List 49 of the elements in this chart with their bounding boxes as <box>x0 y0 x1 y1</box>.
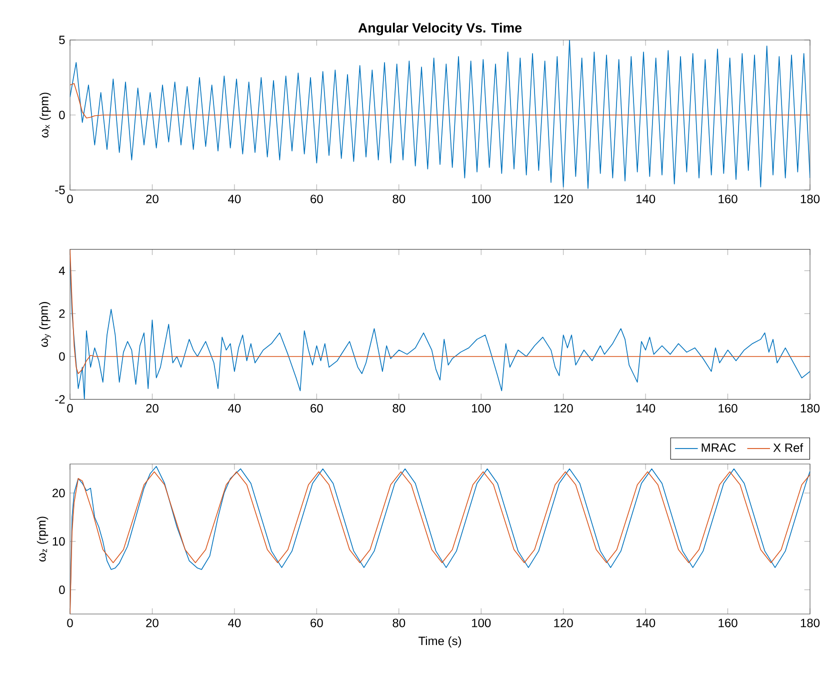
x-tick-label: 120 <box>554 618 573 628</box>
x-tick-label: 20 <box>146 194 158 204</box>
legend-label: MRAC <box>702 443 736 452</box>
x-tick-label: 160 <box>718 194 738 204</box>
x-tick-label: 40 <box>228 618 241 628</box>
x-tick-label: 80 <box>392 618 406 628</box>
x-tick-label: 40 <box>228 404 241 413</box>
x-tick-label: 160 <box>718 618 738 628</box>
x-tick-label: 40 <box>228 194 241 204</box>
y-tick-label: 10 <box>52 537 65 546</box>
x-tick-label: 160 <box>718 404 738 413</box>
x-tick-label: 0 <box>67 618 73 628</box>
x-tick-label: 60 <box>310 404 323 413</box>
y-tick-label: 20 <box>52 488 65 498</box>
y-axis-title: ω$_{y}$ (rpm) <box>39 302 51 347</box>
x-tick-label: 100 <box>472 194 491 204</box>
y-tick-label: 4 <box>58 266 65 275</box>
x-tick-label: 60 <box>310 618 323 628</box>
y-tick-label: -5 <box>55 186 65 194</box>
x-tick-label: 80 <box>392 194 406 204</box>
x-axis-title: Time (s) <box>418 636 462 648</box>
x-tick-label: 0 <box>67 404 73 413</box>
x-tick-label: 20 <box>146 404 158 413</box>
y-tick-label: 5 <box>59 36 65 44</box>
x-tick-label: 60 <box>310 194 323 204</box>
y-axis-title: ω$_{x}$ (rpm) <box>40 92 51 138</box>
line-series <box>70 40 810 189</box>
x-tick-label: 180 <box>800 618 820 628</box>
x-tick-label: 120 <box>554 404 573 413</box>
y-tick-label: 0 <box>59 352 65 361</box>
x-tick-label: 180 <box>800 404 820 413</box>
y-axis-title: ω$_{z}$ (rpm) <box>36 516 48 562</box>
legend-label: X Ref <box>773 443 804 452</box>
y-tick-label: -2 <box>55 395 65 404</box>
y-tick-label: 2 <box>59 309 65 318</box>
x-tick-label: 120 <box>554 194 573 204</box>
x-tick-label: 20 <box>146 618 158 628</box>
x-tick-label: 80 <box>392 404 406 413</box>
x-tick-label: 180 <box>800 194 820 204</box>
y-tick-label: 0 <box>59 110 65 120</box>
x-tick-label: 140 <box>636 404 656 413</box>
x-tick-label: 140 <box>636 618 656 628</box>
chart-title: Angular Velocity Vs. Time <box>358 22 522 36</box>
x-tick-label: 140 <box>636 194 656 204</box>
x-tick-label: 0 <box>67 194 73 204</box>
y-tick-label: 0 <box>59 586 65 594</box>
line-series <box>70 83 810 118</box>
x-tick-label: 100 <box>472 618 491 628</box>
x-tick-label: 100 <box>472 404 491 413</box>
